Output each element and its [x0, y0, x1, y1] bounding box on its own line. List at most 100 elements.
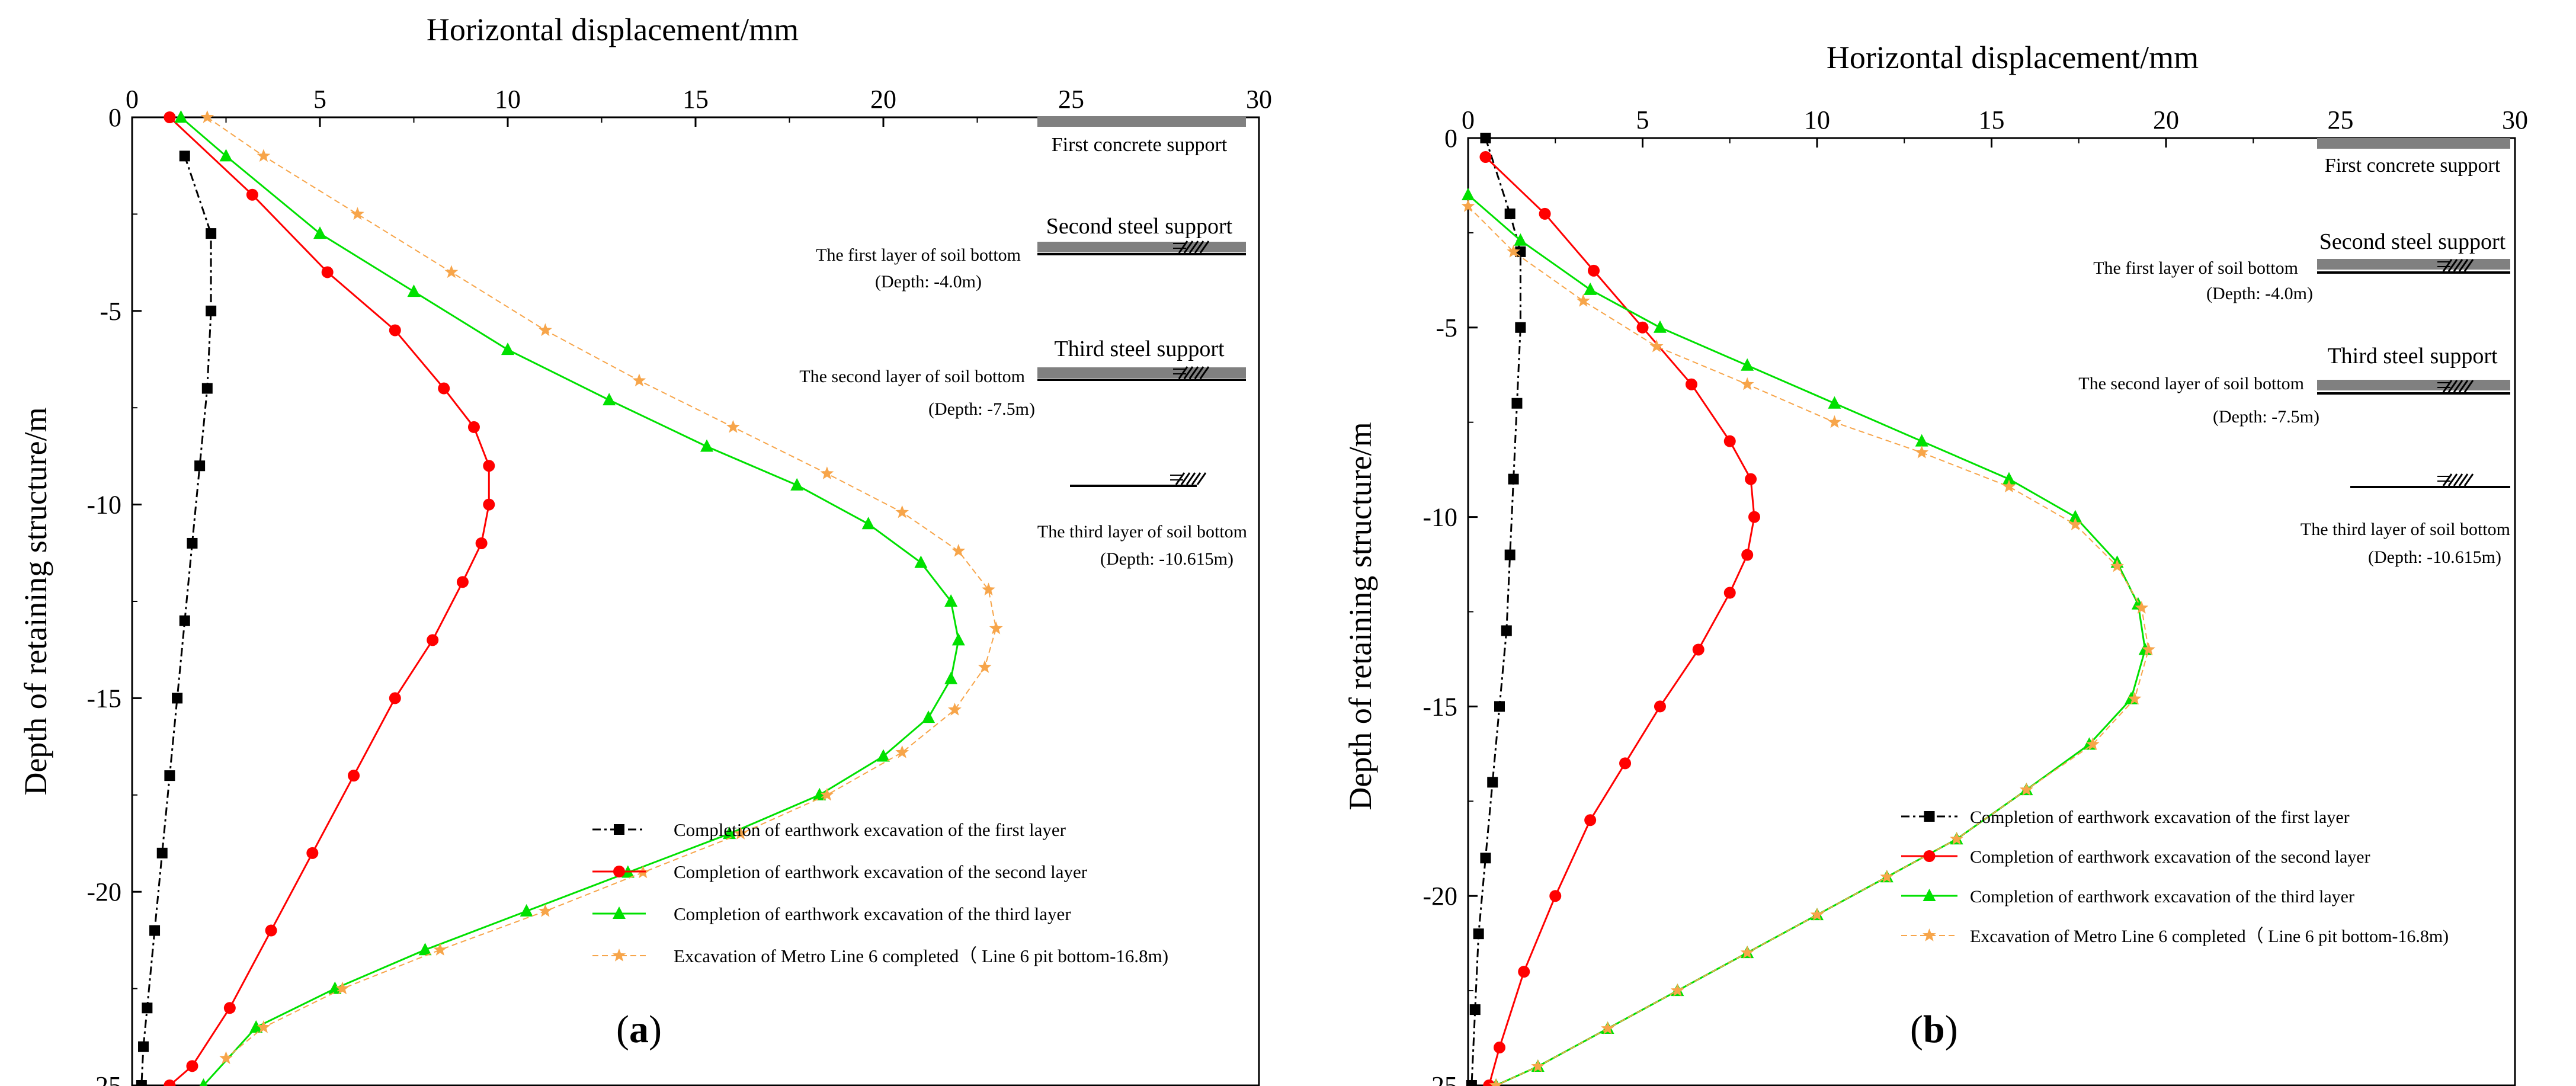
soil-hatch-stroke [2447, 259, 2458, 272]
y-tick-label: 0 [108, 103, 121, 132]
legend: Completion of earthwork excavation of th… [592, 819, 1168, 966]
series-2 [164, 111, 495, 1086]
annotations: First concrete support Second steel suppo… [799, 116, 1247, 569]
support-bar-3 [2317, 380, 2510, 390]
data-point [1514, 233, 1527, 246]
data-point [219, 1051, 233, 1064]
data-point [306, 847, 319, 859]
data-point [194, 460, 206, 472]
data-point [944, 671, 958, 684]
legend-item-1: Completion of earthwork excavation of th… [592, 819, 1066, 840]
soil-hatch-stroke [2463, 473, 2474, 486]
data-point [1601, 1021, 1614, 1034]
y-tick-label: -10 [1422, 503, 1457, 532]
data-point [1549, 890, 1562, 902]
data-point [2002, 479, 2016, 493]
series-line [1485, 156, 1755, 1086]
data-point [257, 1020, 271, 1033]
data-point [1745, 473, 1757, 485]
data-point [632, 373, 646, 387]
data-point [982, 582, 995, 596]
legend-marker [612, 949, 626, 962]
soil-depth-3: (Depth: -10.615m) [2368, 547, 2501, 567]
soil-hatch-1 [1173, 241, 1210, 254]
data-point [2068, 510, 2082, 523]
legend: Completion of earthwork excavation of th… [1901, 808, 2449, 946]
x-tick-label: 30 [1246, 85, 1272, 114]
data-point [895, 745, 909, 758]
data-point [200, 110, 214, 123]
data-point [389, 692, 401, 704]
data-point [1649, 339, 1664, 353]
support-label-3: Third steel support [1054, 337, 1225, 361]
soil-hatch-stroke [2463, 259, 2474, 272]
soil-hatch-2 [2437, 380, 2474, 393]
support-bar-2 [2317, 259, 2510, 270]
x-tick-label: 25 [2328, 105, 2354, 134]
soil-label-3: The third layer of soil bottom [1037, 522, 1247, 542]
legend-item-3: Completion of earthwork excavation of th… [592, 904, 1071, 924]
series-3 [1462, 187, 2152, 1086]
data-point [265, 924, 277, 937]
y-tick-label: -15 [86, 684, 121, 713]
data-point [179, 150, 190, 162]
data-point [820, 787, 834, 801]
soil-hatch-3 [1170, 472, 1207, 485]
data-point [475, 537, 488, 549]
plot-area-b: 0 5 10 15 20 25 30 0 -5 -10 -15 -20 -25 [1422, 105, 2528, 1086]
data-point [1584, 282, 1597, 295]
chart-panel-a: 0 5 10 15 20 25 30 0 -5 -10 -15 -20 -25 Horizontal di… [18, 12, 1272, 1086]
x-tick-label: 15 [683, 85, 709, 114]
x-tick-label: 30 [2502, 105, 2528, 134]
legend-label: Excavation of Metro Line 6 completed（ Li… [674, 946, 1168, 966]
legend-item-2: Completion of earthwork excavation of th… [1901, 847, 2370, 867]
data-point [1685, 378, 1697, 390]
soil-hatch-stroke [1180, 472, 1191, 485]
legend-item-1: Completion of earthwork excavation of th… [1901, 808, 2350, 827]
legend-marker [1923, 889, 1936, 901]
data-point [922, 710, 935, 723]
legend-item-4: Excavation of Metro Line 6 completed（ Li… [592, 946, 1168, 966]
data-point [978, 660, 992, 673]
soil-hatch-stroke [2453, 380, 2463, 393]
data-point [179, 615, 190, 626]
data-point [1511, 398, 1523, 409]
series-2 [1479, 150, 1760, 1086]
data-point [313, 226, 326, 239]
support-bar-1 [2317, 138, 2510, 149]
panel-label-a: (a) [616, 1008, 662, 1051]
data-point [456, 576, 469, 588]
data-point [257, 149, 271, 162]
data-point [219, 149, 233, 162]
series-1 [136, 150, 217, 1086]
y-tick-label: -10 [86, 491, 121, 520]
data-point [1741, 549, 1754, 561]
data-point [1479, 150, 1492, 163]
soil-label-2: The second layer of soil bottom [799, 367, 1025, 386]
series-line [140, 155, 212, 1086]
data-point [438, 382, 450, 395]
soil-hatch-stroke [2447, 380, 2458, 393]
data-point [1741, 358, 1754, 371]
y-tick-label: 0 [1444, 124, 1457, 153]
data-point [335, 981, 350, 995]
data-point [2002, 472, 2016, 485]
soil-hatch-stroke [2458, 380, 2469, 393]
data-point [138, 1041, 149, 1052]
data-point [444, 265, 459, 278]
data-point [733, 826, 748, 840]
support-bar-2 [1037, 242, 1246, 252]
series-3 [174, 110, 965, 1086]
legend-marker [1923, 928, 1936, 941]
chart-svg-b: 0 5 10 15 20 25 30 0 -5 -10 -15 -20 -25 Horizontal di… [1343, 40, 2528, 1086]
legend-marker [614, 824, 624, 835]
data-point [1480, 133, 1491, 143]
x-tick-label: 20 [2153, 105, 2179, 134]
series-line [1470, 137, 1521, 1086]
data-point [1487, 777, 1498, 788]
data-point [1462, 187, 1475, 200]
data-point [164, 1079, 176, 1086]
legend-label: Excavation of Metro Line 6 completed（ Li… [1970, 927, 2449, 946]
data-point [2085, 737, 2100, 751]
data-point [1461, 199, 1475, 212]
